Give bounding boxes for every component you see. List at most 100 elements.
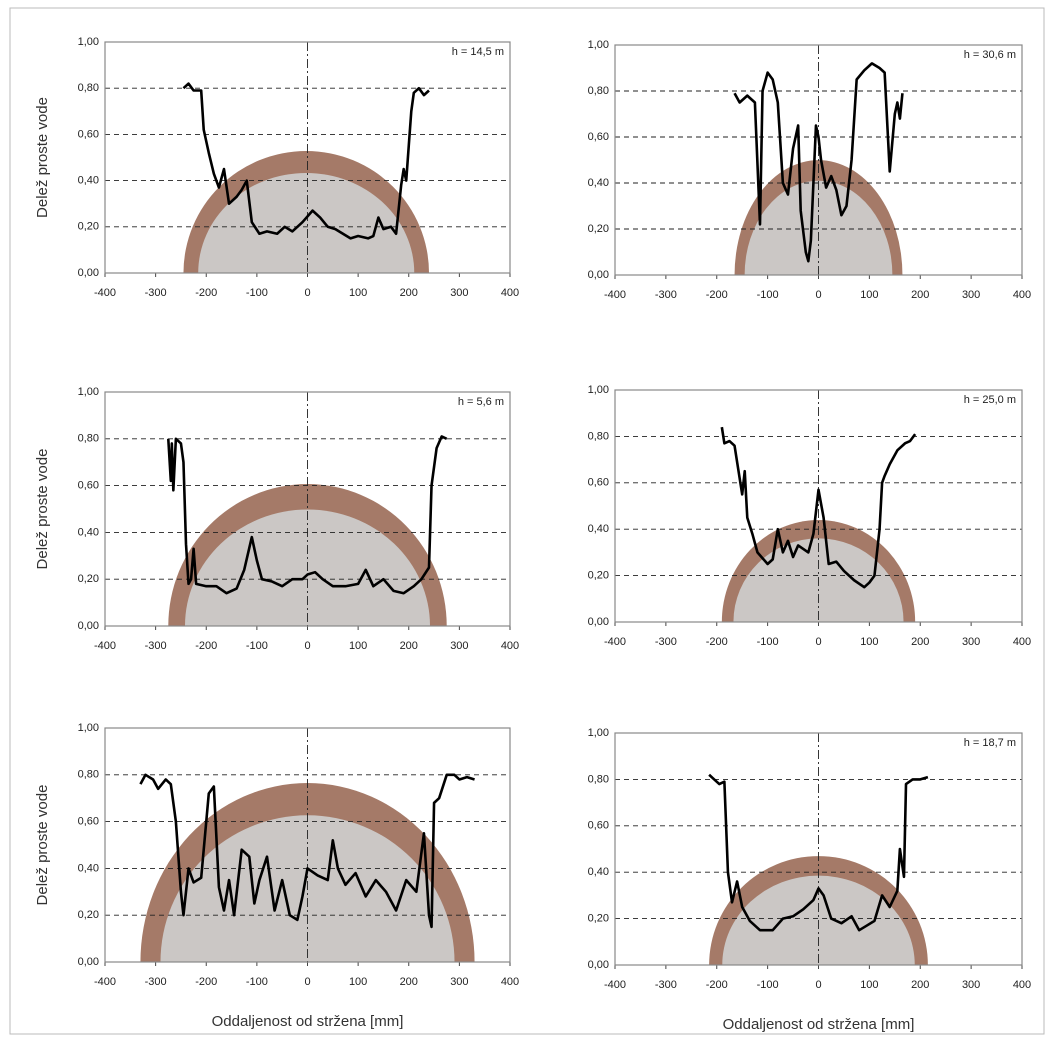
x-tick-label: 400 <box>501 976 519 988</box>
y-tick-label: 0,00 <box>588 616 609 628</box>
y-tick-label: 0,20 <box>588 223 609 235</box>
x-tick-label: 100 <box>349 287 367 299</box>
x-tick-label: 0 <box>304 976 310 988</box>
y-tick-label: 0,80 <box>78 433 99 445</box>
x-tick-label: -300 <box>655 289 677 301</box>
y-tick-label: 0,40 <box>588 177 609 189</box>
x-tick-label: -200 <box>706 289 728 301</box>
x-tick-label: -400 <box>604 979 626 991</box>
y-tick-label: 0,60 <box>78 480 99 492</box>
annotation: h = 18,7 m <box>964 737 1016 749</box>
y-tick-label: 0,80 <box>588 85 609 97</box>
x-tick-label: 200 <box>911 979 929 991</box>
x-tick-label: -200 <box>195 287 217 299</box>
x-tick-label: -300 <box>145 640 167 652</box>
y-tick-label: 0,20 <box>588 570 609 582</box>
y-tick-label: 0,80 <box>588 430 609 442</box>
x-tick-label: 300 <box>962 979 980 991</box>
y-tick-label: 0,60 <box>588 477 609 489</box>
y-tick-label: 0,40 <box>78 175 99 187</box>
x-tick-label: 0 <box>815 979 821 991</box>
x-tick-label: 400 <box>1013 289 1031 301</box>
x-tick-label: 200 <box>400 976 418 988</box>
x-tick-label: 300 <box>450 287 468 299</box>
x-tick-label: -200 <box>195 976 217 988</box>
y-axis-label: Delež proste vode <box>34 97 51 218</box>
y-tick-label: 0,00 <box>78 267 99 279</box>
x-tick-label: -400 <box>94 640 116 652</box>
y-tick-label: 0,40 <box>78 862 99 874</box>
x-tick-label: 0 <box>815 636 821 648</box>
x-tick-label: 100 <box>349 976 367 988</box>
x-tick-label: -300 <box>145 976 167 988</box>
y-tick-label: 0,20 <box>78 221 99 233</box>
x-tick-label: 100 <box>860 979 878 991</box>
x-tick-label: 200 <box>911 289 929 301</box>
x-tick-label: 0 <box>304 287 310 299</box>
annotation: h = 14,5 m <box>452 46 504 58</box>
x-tick-label: -100 <box>246 976 268 988</box>
y-tick-label: 1,00 <box>78 722 99 734</box>
x-tick-label: -100 <box>246 640 268 652</box>
y-tick-label: 0,60 <box>78 128 99 140</box>
y-axis-label: Delež proste vode <box>34 449 51 570</box>
x-tick-label: -400 <box>94 976 116 988</box>
x-tick-label: -100 <box>757 636 779 648</box>
x-tick-label: 400 <box>501 640 519 652</box>
x-tick-label: 0 <box>815 289 821 301</box>
x-tick-label: -400 <box>604 636 626 648</box>
y-tick-label: 0,80 <box>78 769 99 781</box>
y-tick-label: 0,40 <box>588 523 609 535</box>
x-axis-label: Oddaljenost od stržena [mm] <box>212 1013 404 1030</box>
y-tick-label: 0,40 <box>78 526 99 538</box>
y-tick-label: 0,80 <box>588 773 609 785</box>
x-tick-label: -300 <box>655 979 677 991</box>
x-tick-label: -200 <box>706 636 728 648</box>
x-tick-label: -100 <box>757 289 779 301</box>
x-tick-label: 0 <box>304 640 310 652</box>
y-tick-label: 1,00 <box>78 36 99 48</box>
x-tick-label: -100 <box>246 287 268 299</box>
annotation: h = 30,6 m <box>964 49 1016 61</box>
y-tick-label: 1,00 <box>78 386 99 398</box>
y-tick-label: 0,80 <box>78 82 99 94</box>
x-tick-label: 300 <box>450 976 468 988</box>
x-tick-label: 200 <box>400 640 418 652</box>
x-tick-label: 100 <box>860 636 878 648</box>
y-tick-label: 0,20 <box>588 913 609 925</box>
x-axis-label: Oddaljenost od stržena [mm] <box>723 1016 915 1033</box>
y-tick-label: 1,00 <box>588 727 609 739</box>
x-tick-label: 400 <box>1013 979 1031 991</box>
x-tick-label: -300 <box>145 287 167 299</box>
y-tick-label: 0,00 <box>588 959 609 971</box>
y-tick-label: 0,20 <box>78 573 99 585</box>
annotation: h = 25,0 m <box>964 394 1016 406</box>
y-tick-label: 1,00 <box>588 384 609 396</box>
x-tick-label: -400 <box>94 287 116 299</box>
x-tick-label: -200 <box>706 979 728 991</box>
x-tick-label: 100 <box>349 640 367 652</box>
y-tick-label: 0,20 <box>78 909 99 921</box>
y-axis-label: Delež proste vode <box>34 785 51 906</box>
x-tick-label: 300 <box>962 636 980 648</box>
x-tick-label: -400 <box>604 289 626 301</box>
x-tick-label: -200 <box>195 640 217 652</box>
x-tick-label: 400 <box>501 287 519 299</box>
y-tick-label: 0,40 <box>588 866 609 878</box>
x-tick-label: 300 <box>962 289 980 301</box>
x-tick-label: 300 <box>450 640 468 652</box>
y-tick-label: 0,60 <box>588 820 609 832</box>
x-tick-label: -100 <box>757 979 779 991</box>
figure: 0,00 0,20 0,40 0,60 0,80 1,00 -400 -300 -200 -100… <box>0 0 1051 1038</box>
y-tick-label: 0,00 <box>78 956 99 968</box>
x-tick-label: 200 <box>911 636 929 648</box>
y-tick-label: 0,00 <box>588 269 609 281</box>
annotation: h = 5,6 m <box>458 396 504 408</box>
y-tick-label: 1,00 <box>588 39 609 51</box>
x-tick-label: 200 <box>400 287 418 299</box>
y-tick-label: 0,60 <box>588 131 609 143</box>
x-tick-label: 100 <box>860 289 878 301</box>
y-tick-label: 0,60 <box>78 816 99 828</box>
x-tick-label: 400 <box>1013 636 1031 648</box>
y-tick-label: 0,00 <box>78 620 99 632</box>
